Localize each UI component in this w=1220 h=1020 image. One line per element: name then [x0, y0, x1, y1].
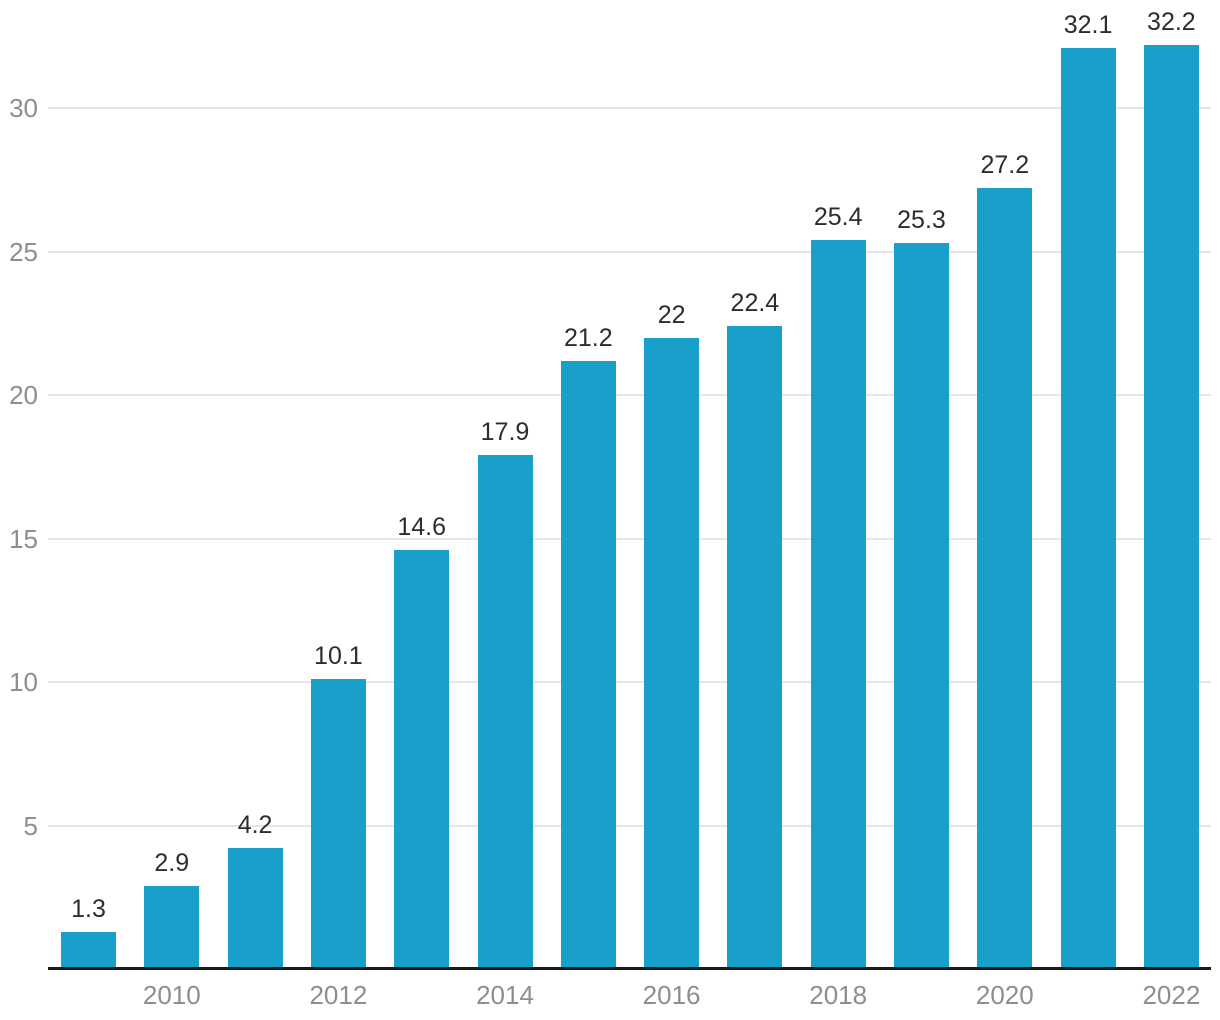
bar-value-label: 25.4: [813, 203, 863, 232]
bar-value-label: 17.9: [480, 418, 530, 447]
bar[interactable]: [977, 188, 1033, 969]
bar-value-label: 32.2: [1147, 7, 1196, 36]
gridline: [48, 537, 1211, 540]
y-axis-tick-label: 30: [9, 93, 38, 123]
bar-value-label: 10.1: [314, 642, 363, 671]
bar[interactable]: [227, 848, 283, 969]
bar[interactable]: [61, 931, 116, 969]
bar-value-label: 27.2: [980, 151, 1030, 180]
bar-value-label: 2.9: [154, 848, 190, 877]
bar[interactable]: [477, 455, 533, 969]
x-axis-tick-label: 2012: [309, 980, 368, 1010]
gridline: [48, 681, 1211, 683]
x-axis-line: [48, 967, 1211, 970]
bar[interactable]: [644, 337, 700, 969]
gridline: [48, 394, 1211, 396]
x-axis-tick-label: 2010: [142, 980, 201, 1010]
bar[interactable]: [394, 549, 450, 969]
bar-value-label: 4.2: [237, 811, 273, 840]
gridline: [48, 824, 1211, 827]
x-axis-tick-label: 2020: [975, 980, 1034, 1010]
bar-value-label: 32.1: [1063, 10, 1113, 39]
bar[interactable]: [310, 679, 366, 969]
y-axis-tick-label: 20: [9, 380, 38, 410]
bar[interactable]: [1060, 47, 1116, 969]
bar[interactable]: [894, 242, 949, 969]
bar[interactable]: [144, 885, 200, 969]
bar[interactable]: [810, 240, 866, 969]
bar-value-label: 21.2: [563, 323, 613, 352]
y-axis-tick-label: 5: [23, 810, 38, 841]
y-axis-tick-label: 10: [9, 667, 38, 697]
x-axis-tick-label: 2014: [476, 980, 534, 1010]
bar-value-label: 25.3: [897, 205, 946, 234]
bar-value-label: 1.3: [71, 894, 106, 923]
x-axis-tick-label: 2022: [1142, 980, 1201, 1010]
gridline: [48, 250, 1211, 253]
x-axis-tick-label: 2018: [809, 980, 868, 1010]
y-axis-tick-label: 15: [9, 523, 38, 554]
y-axis-tick-label: 25: [9, 236, 38, 267]
x-axis-tick-label: 2016: [642, 980, 701, 1010]
bar-value-label: 14.6: [397, 512, 447, 541]
bar-value-label: 22: [657, 300, 686, 329]
bar[interactable]: [1143, 44, 1199, 969]
gridline: [48, 107, 1211, 109]
bar[interactable]: [727, 326, 783, 969]
bar-value-label: 22.4: [730, 289, 780, 318]
bar[interactable]: [560, 360, 616, 969]
